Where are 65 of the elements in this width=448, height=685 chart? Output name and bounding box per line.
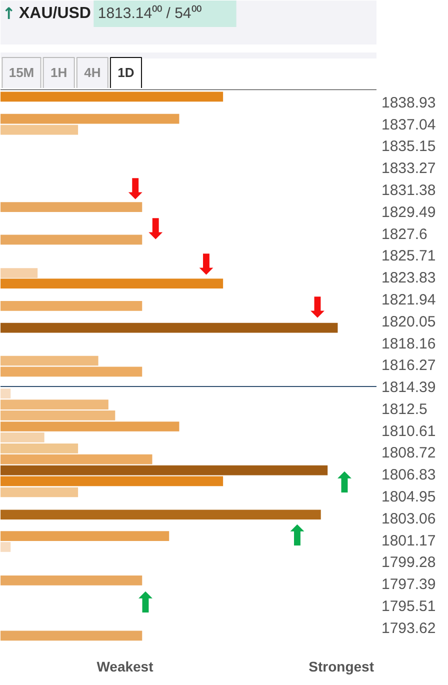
text: 1H <box>50 65 68 80</box>
y-tick-label: 1831.38 <box>382 182 436 199</box>
chart-title: XAU/USD <box>18 5 91 22</box>
bar <box>0 268 38 278</box>
y-tick-label: 1837.04 <box>382 116 436 134</box>
y-tick-label: 1793.62 <box>382 620 436 637</box>
text: Strongest <box>308 658 374 674</box>
y-tick-label: 1821.94 <box>382 291 436 308</box>
y-tick-label: 1825.71 <box>382 248 436 265</box>
y-tick-label: 1823.83 <box>382 270 436 287</box>
y-tick-label: 1812.5 <box>382 400 428 418</box>
bar <box>0 92 224 102</box>
y-tick-label: 1820.05 <box>382 313 436 330</box>
y-tick-label: 1818.16 <box>382 335 436 352</box>
bar <box>0 322 338 333</box>
y-tick-label: 1797.39 <box>382 576 436 594</box>
y-tick-label: 1803.06 <box>382 510 436 528</box>
y-tick-label: 1827.6 <box>382 226 428 243</box>
y-tick-label: 1810.61 <box>382 422 436 440</box>
annotation: ⬇ <box>194 248 218 282</box>
bar <box>0 388 11 398</box>
bar <box>0 476 224 486</box>
y-tick-label: 1799.28 <box>382 554 436 572</box>
annotation: ⬆ <box>332 466 356 500</box>
y-tick-label: 1838.93 <box>382 94 436 112</box>
bar <box>0 487 78 498</box>
text: ↑ <box>2 4 16 23</box>
bar <box>0 114 180 124</box>
text: Weakest <box>96 658 154 674</box>
annotation: ⬇ <box>124 172 148 206</box>
y-tick-label: 1829.49 <box>382 204 436 221</box>
bar <box>0 443 78 454</box>
bar <box>0 202 142 212</box>
text: 4H <box>84 65 101 80</box>
y-tick-label: 1816.27 <box>382 357 436 374</box>
y-tick-label: 1814.39 <box>382 378 436 396</box>
bar <box>0 300 142 311</box>
text: 15M <box>8 65 34 80</box>
text: 1D <box>118 65 134 80</box>
bar <box>0 124 78 135</box>
bar <box>0 234 142 245</box>
annotation: ⬇ <box>306 291 330 324</box>
bar <box>0 531 170 542</box>
bar <box>0 630 142 641</box>
bar <box>0 465 328 476</box>
y-tick-label: 1833.27 <box>382 160 436 178</box>
bar <box>0 454 152 464</box>
y-tick-label: 1795.51 <box>382 598 436 615</box>
bar <box>0 278 224 288</box>
annotation: ⬆ <box>286 519 309 552</box>
annotation: ⬆ <box>134 586 158 620</box>
bar <box>0 432 44 442</box>
y-tick-label: 1804.95 <box>382 488 436 506</box>
bar <box>0 356 98 366</box>
y-tick-label: 1835.15 <box>382 138 436 156</box>
bar <box>0 510 321 520</box>
y-tick-label: 1808.72 <box>382 444 436 462</box>
bar <box>0 422 180 432</box>
bar <box>0 542 11 552</box>
bar <box>0 366 142 377</box>
chart-subtitle: 1813.14⁰⁰ / 54⁰⁰ <box>98 5 202 22</box>
annotation: ⬇ <box>144 212 168 246</box>
y-tick-label: 1801.17 <box>382 532 436 550</box>
bar <box>0 575 142 586</box>
y-tick-label: 1806.83 <box>382 466 436 484</box>
